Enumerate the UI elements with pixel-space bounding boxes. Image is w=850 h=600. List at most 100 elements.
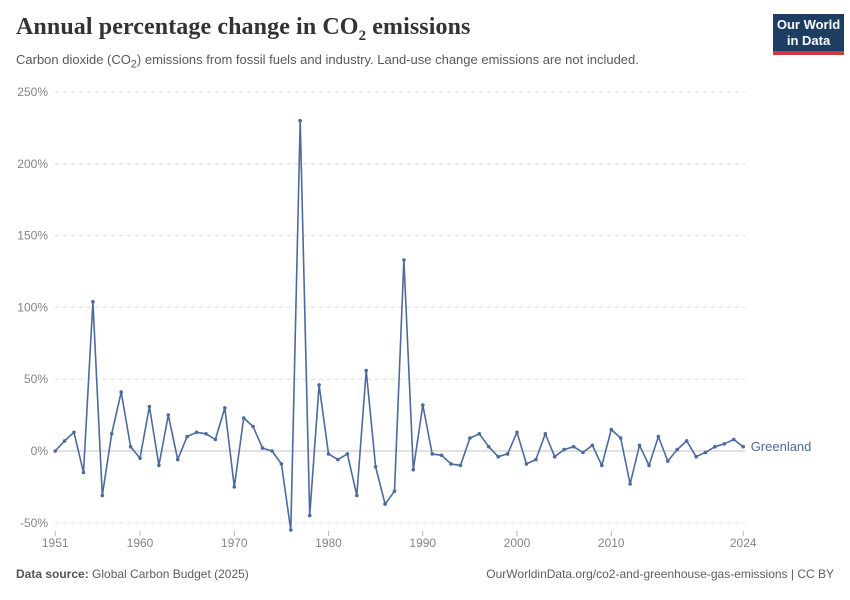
x-axis-tick-label: 1970	[221, 536, 248, 550]
data-point[interactable]	[656, 434, 661, 439]
data-point[interactable]	[496, 454, 501, 459]
data-point[interactable]	[289, 528, 293, 532]
data-point[interactable]	[270, 449, 274, 453]
data-source[interactable]: Data source: Global Carbon Budget (2025)	[16, 567, 249, 581]
data-point[interactable]	[439, 453, 444, 458]
data-point[interactable]	[618, 436, 623, 440]
data-point[interactable]	[741, 444, 745, 449]
data-point[interactable]	[175, 457, 180, 462]
data-point[interactable]	[392, 489, 397, 494]
data-point[interactable]	[138, 456, 142, 461]
data-point[interactable]	[100, 493, 105, 498]
data-point[interactable]	[355, 493, 359, 498]
data-point[interactable]	[675, 447, 679, 452]
series-end-label[interactable]: Greenland	[751, 439, 812, 454]
data-point[interactable]	[194, 430, 199, 435]
data-point[interactable]	[458, 463, 463, 468]
data-point[interactable]	[166, 413, 171, 417]
data-point[interactable]	[109, 432, 114, 436]
data-point[interactable]	[157, 463, 161, 468]
data-point[interactable]	[185, 434, 189, 439]
data-point[interactable]	[703, 450, 708, 455]
data-point[interactable]	[421, 403, 425, 407]
data-point[interactable]	[345, 452, 350, 456]
data-point[interactable]	[251, 424, 255, 429]
data-point[interactable]	[628, 482, 632, 486]
data-point[interactable]	[72, 430, 76, 435]
data-point[interactable]	[543, 432, 548, 436]
data-point[interactable]	[449, 462, 453, 466]
data-point[interactable]	[684, 439, 689, 443]
data-point[interactable]	[298, 118, 303, 123]
data-point[interactable]	[232, 485, 237, 489]
data-point[interactable]	[647, 463, 651, 468]
owid-citation-link[interactable]: OurWorldinData.org/co2-and-greenhouse-ga…	[486, 567, 834, 581]
data-point[interactable]	[260, 446, 265, 450]
chart-title-text: Annual percentage change in CO	[16, 14, 359, 40]
data-point[interactable]	[128, 444, 133, 449]
data-source-value: Global Carbon Budget (2025)	[88, 567, 249, 581]
y-axis-tick-label: 50%	[24, 372, 48, 386]
data-point[interactable]	[317, 383, 321, 387]
data-point[interactable]	[534, 457, 538, 462]
x-axis-tick-label: 1990	[409, 536, 436, 550]
data-point[interactable]	[468, 436, 472, 440]
data-point[interactable]	[713, 444, 717, 449]
data-point[interactable]	[571, 444, 576, 449]
data-point[interactable]	[600, 463, 604, 468]
y-axis-tick-label: 200%	[17, 157, 48, 171]
data-point[interactable]	[430, 452, 435, 456]
data-point[interactable]	[477, 432, 482, 436]
x-axis-tick-label: 2024	[730, 536, 757, 550]
y-axis-tick-label: 150%	[17, 229, 48, 243]
data-point[interactable]	[505, 452, 510, 456]
data-point[interactable]	[524, 462, 529, 466]
data-point[interactable]	[91, 299, 95, 304]
data-point[interactable]	[609, 427, 614, 432]
chart-plot-area[interactable]	[55, 85, 745, 537]
data-point[interactable]	[732, 437, 736, 442]
data-point[interactable]	[694, 454, 698, 459]
data-point[interactable]	[213, 437, 218, 442]
data-point[interactable]	[81, 470, 86, 475]
data-point[interactable]	[666, 459, 670, 463]
owid-logo[interactable]: Our World in Data	[773, 14, 844, 55]
data-point[interactable]	[326, 452, 331, 456]
data-point[interactable]	[581, 450, 585, 455]
data-point[interactable]	[62, 439, 67, 443]
greenland-series-line[interactable]	[54, 119, 744, 531]
data-point[interactable]	[411, 467, 416, 472]
data-point[interactable]	[383, 502, 387, 506]
data-point[interactable]	[552, 454, 557, 459]
data-point[interactable]	[307, 513, 312, 518]
data-point[interactable]	[279, 462, 284, 466]
data-point[interactable]	[147, 404, 152, 409]
data-point[interactable]	[722, 442, 727, 446]
data-source-label: Data source:	[16, 567, 89, 581]
data-point[interactable]	[241, 416, 246, 420]
x-axis-tick-label: 1951	[42, 536, 69, 550]
y-axis-tick-label: -50%	[20, 516, 48, 530]
co2-subscript: 2	[358, 27, 367, 44]
data-point[interactable]	[562, 447, 566, 452]
y-axis-tick-label: 250%	[17, 85, 48, 99]
data-point[interactable]	[119, 390, 123, 394]
data-point[interactable]	[486, 444, 491, 449]
data-point[interactable]	[336, 457, 340, 462]
data-point[interactable]	[515, 430, 519, 435]
data-point[interactable]	[402, 258, 406, 262]
data-point[interactable]	[364, 368, 369, 373]
x-axis-tick-label: 2000	[504, 536, 531, 550]
x-axis-tick-label: 1980	[315, 536, 342, 550]
data-point[interactable]	[223, 406, 227, 410]
x-axis-tick-label: 2010	[598, 536, 625, 550]
data-point[interactable]	[53, 449, 57, 453]
chart-subtitle: Carbon dioxide (CO2) emissions from foss…	[16, 52, 639, 71]
chart-footer: Data source: Global Carbon Budget (2025)…	[16, 567, 834, 581]
data-point[interactable]	[637, 443, 642, 448]
data-point[interactable]	[373, 465, 378, 469]
data-point[interactable]	[590, 443, 595, 448]
data-point[interactable]	[204, 432, 208, 436]
owid-logo-line1: Our World	[776, 17, 841, 32]
